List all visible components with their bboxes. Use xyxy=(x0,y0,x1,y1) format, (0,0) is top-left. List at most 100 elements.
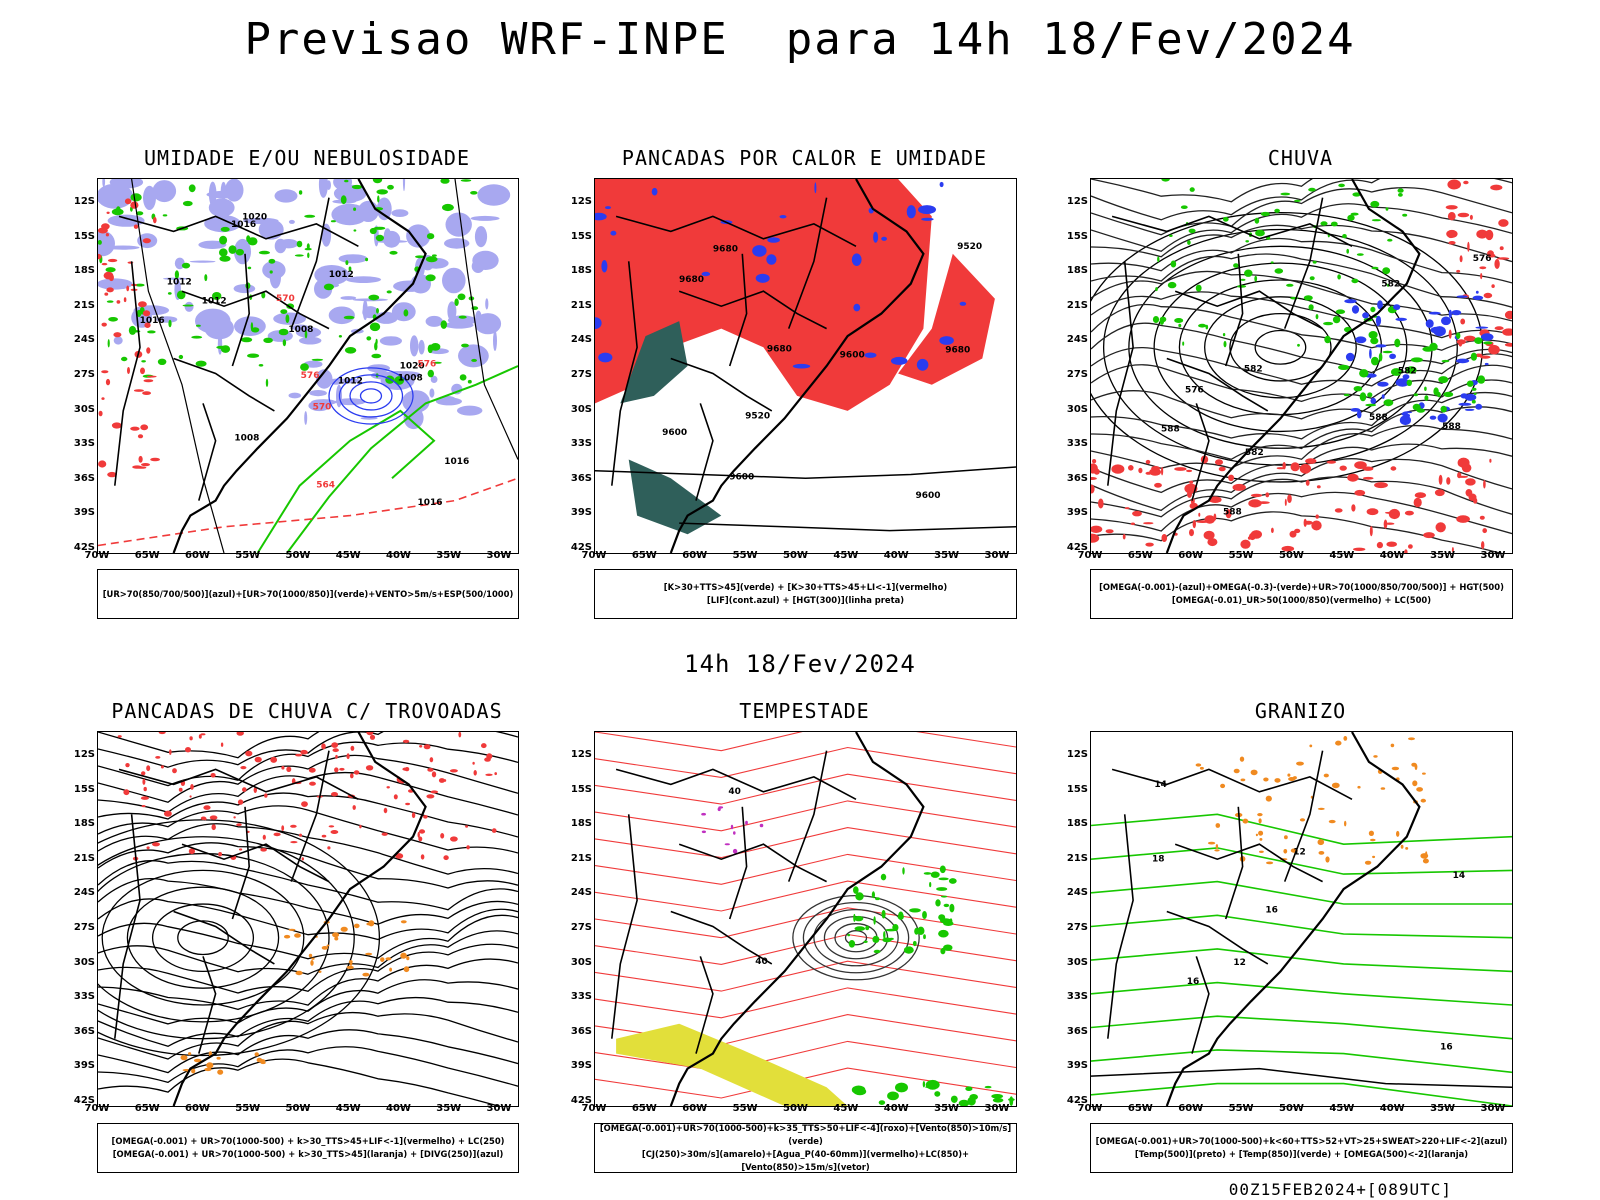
rain-area xyxy=(1424,395,1429,401)
storm-area-orange xyxy=(193,1058,202,1063)
map-tempestade: 40 40 xyxy=(594,731,1017,1107)
rain-area xyxy=(1294,199,1301,202)
storm-area-orange xyxy=(334,936,339,941)
humidity-low-contour xyxy=(298,190,303,195)
lat-tick-label: 21S xyxy=(73,852,95,864)
rain-area xyxy=(1395,317,1407,321)
contour-label: 9680 xyxy=(945,345,970,355)
humidity-low-contour xyxy=(115,206,121,214)
storm-area-orange xyxy=(346,965,354,970)
humidity-low-contour xyxy=(369,227,377,235)
humidity-high-area xyxy=(314,265,349,285)
temp-850-contour xyxy=(1091,981,1512,1006)
contour-label: 570 xyxy=(313,403,332,413)
map-canvas: 40 40 xyxy=(595,732,1016,1106)
wind-850-area xyxy=(871,891,875,899)
hail-area xyxy=(1239,756,1245,762)
rain-area xyxy=(1145,459,1151,465)
rain-area xyxy=(1334,508,1343,513)
streamline xyxy=(98,741,518,787)
thunderstorm-area xyxy=(281,825,285,831)
humidity-high-area xyxy=(474,226,488,248)
contour-label: 1016 xyxy=(417,498,442,508)
lon-tick-label: 70W xyxy=(84,1103,110,1114)
panel-title-pancadas-trovoadas: PANCADAS DE CHUVA C/ TROVOADAS xyxy=(111,699,503,723)
lat-tick-label: 42S xyxy=(1066,1095,1088,1106)
storm-index-area xyxy=(732,848,738,854)
rain-area xyxy=(1342,234,1347,239)
thickness-contour xyxy=(107,471,117,478)
wind-850-area xyxy=(922,911,927,919)
humidity-low-contour xyxy=(365,257,369,262)
rain-area xyxy=(1448,234,1454,239)
lat-tick-label: 39S xyxy=(1066,1060,1088,1072)
lifted-index-contour xyxy=(598,352,613,363)
wind-850-area xyxy=(965,1086,973,1091)
hail-area xyxy=(1323,773,1329,778)
thickness-contour xyxy=(132,465,142,469)
wind-850-area xyxy=(853,913,856,922)
rain-area xyxy=(1405,366,1417,374)
lat-tick-label: 42S xyxy=(1066,542,1088,553)
humidity-low-contour xyxy=(376,308,379,314)
rain-area xyxy=(1448,241,1456,245)
wind-850-area xyxy=(934,1091,941,1097)
rain-area xyxy=(1244,269,1253,277)
country-border xyxy=(198,956,217,1054)
rain-area xyxy=(1499,246,1504,251)
thunderstorm-area xyxy=(359,824,362,829)
rain-area xyxy=(1311,520,1322,531)
rain-area xyxy=(1248,499,1262,508)
humidity-high-area xyxy=(425,315,443,327)
rain-area xyxy=(1375,315,1382,326)
rain-area xyxy=(1180,205,1188,209)
hail-area xyxy=(1422,772,1426,775)
lifted-index-contour xyxy=(918,205,936,215)
rain-area xyxy=(1371,266,1379,270)
contour-label: 582 xyxy=(1245,448,1264,458)
country-border xyxy=(114,261,141,486)
height-contour xyxy=(679,522,1016,532)
thunderstorm-area xyxy=(189,795,192,798)
rain-area xyxy=(1130,522,1135,526)
rain-area xyxy=(1473,497,1478,504)
rain-area xyxy=(1423,532,1435,539)
storm-area-orange xyxy=(389,967,392,972)
humidity-low-contour xyxy=(296,240,303,248)
thunderstorm-area xyxy=(185,747,191,753)
streamline xyxy=(98,878,518,925)
humidity-low-contour xyxy=(440,179,450,184)
thunderstorm-area xyxy=(330,830,339,834)
thickness-contour xyxy=(140,424,149,431)
lat-tick-label: 24S xyxy=(73,334,95,346)
rain-area xyxy=(1192,520,1196,529)
low-pressure-vortex xyxy=(844,930,868,946)
rain-area xyxy=(1304,520,1313,525)
humidity-high-area xyxy=(98,230,115,257)
wind-850-area xyxy=(938,877,949,881)
hail-area xyxy=(1420,853,1429,859)
streamline xyxy=(98,958,518,1011)
rain-area xyxy=(1395,378,1410,387)
contour-label: 16 xyxy=(1187,977,1200,987)
lat-tick-label: 27S xyxy=(570,922,592,933)
lon-tick-label: 65W xyxy=(631,550,657,561)
humidity-high-area xyxy=(410,335,419,357)
wind-850-area xyxy=(892,924,899,931)
lon-tick-label: 40W xyxy=(883,550,909,561)
lon-tick-label: 65W xyxy=(631,1103,657,1114)
lon-tick-label: 35W xyxy=(436,550,462,561)
humidity-high-area xyxy=(447,301,457,322)
humidity-low-contour xyxy=(344,179,349,183)
humidity-high-area xyxy=(273,312,306,325)
lat-tick-label: 27S xyxy=(1066,369,1088,380)
humidity-low-contour xyxy=(377,195,380,203)
storm-area-orange xyxy=(311,957,315,960)
hail-area xyxy=(1207,841,1216,845)
hail-area xyxy=(1296,761,1304,766)
humidity-low-contour xyxy=(304,214,316,218)
contour-label: 16 xyxy=(1440,1043,1453,1053)
humidity-high-area xyxy=(332,378,362,384)
humidity-high-area xyxy=(391,209,409,217)
streamline-center xyxy=(98,852,330,1023)
